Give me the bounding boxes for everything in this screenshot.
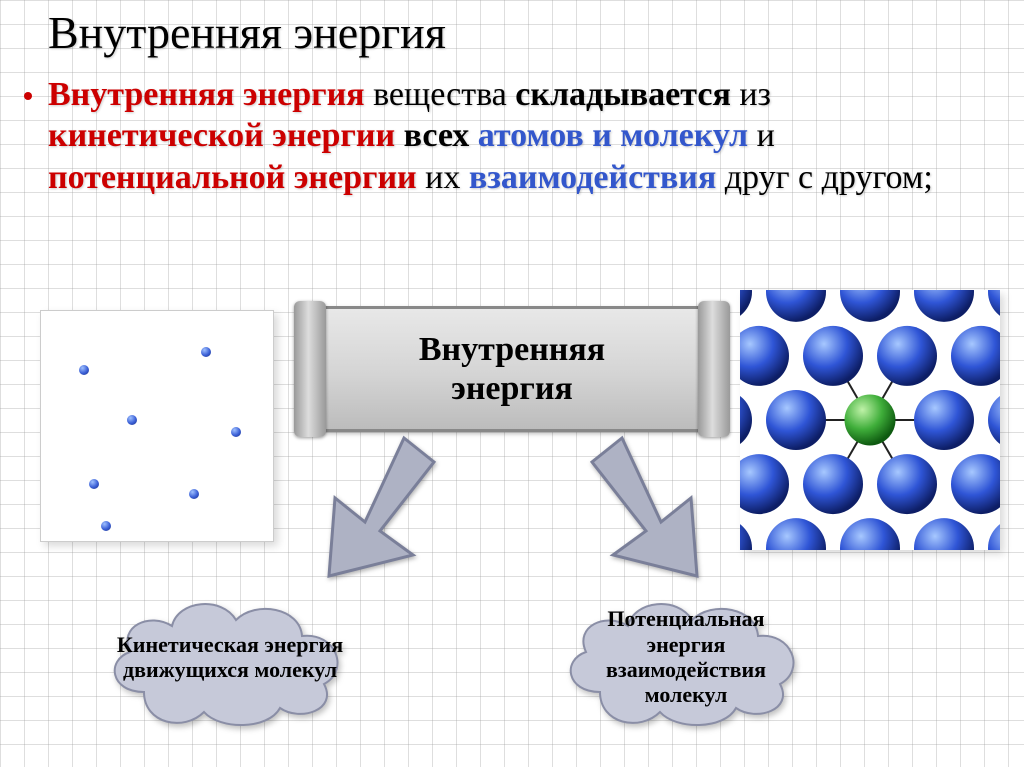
seg: друг с другом; [716, 159, 933, 196]
banner-line1: Внутренняя [419, 331, 605, 368]
lattice-illustration [740, 290, 1000, 550]
molecule-dot [89, 479, 99, 489]
seg: взаимодействия [469, 159, 716, 196]
cloud-kinetic-text: Кинетическая энергия движущихся молекул [100, 582, 360, 732]
center-banner: Внутренняя энергия [312, 306, 712, 432]
banner-text: Внутренняя энергия [419, 330, 605, 408]
banner-line2: энергия [451, 370, 573, 407]
seg: из [731, 76, 771, 113]
molecule-dot [79, 365, 89, 375]
slide: Внутренняя энергия Внутренняя энергия ве… [0, 0, 1024, 767]
molecule-dot [101, 521, 111, 531]
seg: атомов и молекул [478, 117, 748, 154]
definition-paragraph: Внутренняя энергия вещества складывается… [48, 74, 948, 198]
seg: и [748, 117, 775, 154]
seg: их [417, 159, 469, 196]
molecule-dot [201, 347, 211, 357]
molecule-dot [231, 427, 241, 437]
cloud-potential: Потенциальная энергия взаимодействия мол… [556, 582, 816, 732]
bullet-icon [24, 92, 32, 100]
cloud-kinetic: Кинетическая энергия движущихся молекул [100, 582, 360, 732]
gas-molecules-illustration [40, 310, 274, 542]
slide-title: Внутренняя энергия [48, 6, 446, 59]
arrow-left [320, 432, 470, 582]
seg: Внутренняя энергия [48, 76, 365, 113]
arrow-right [556, 432, 706, 582]
seg: вещества [365, 76, 516, 113]
seg: всех [395, 117, 478, 154]
cloud-potential-text: Потенциальная энергия взаимодействия мол… [556, 582, 816, 732]
seg: потенциальной энергии [48, 159, 417, 196]
seg: складывается [515, 76, 731, 113]
seg: кинетической энергии [48, 117, 395, 154]
molecule-dot [127, 415, 137, 425]
molecule-dot [189, 489, 199, 499]
